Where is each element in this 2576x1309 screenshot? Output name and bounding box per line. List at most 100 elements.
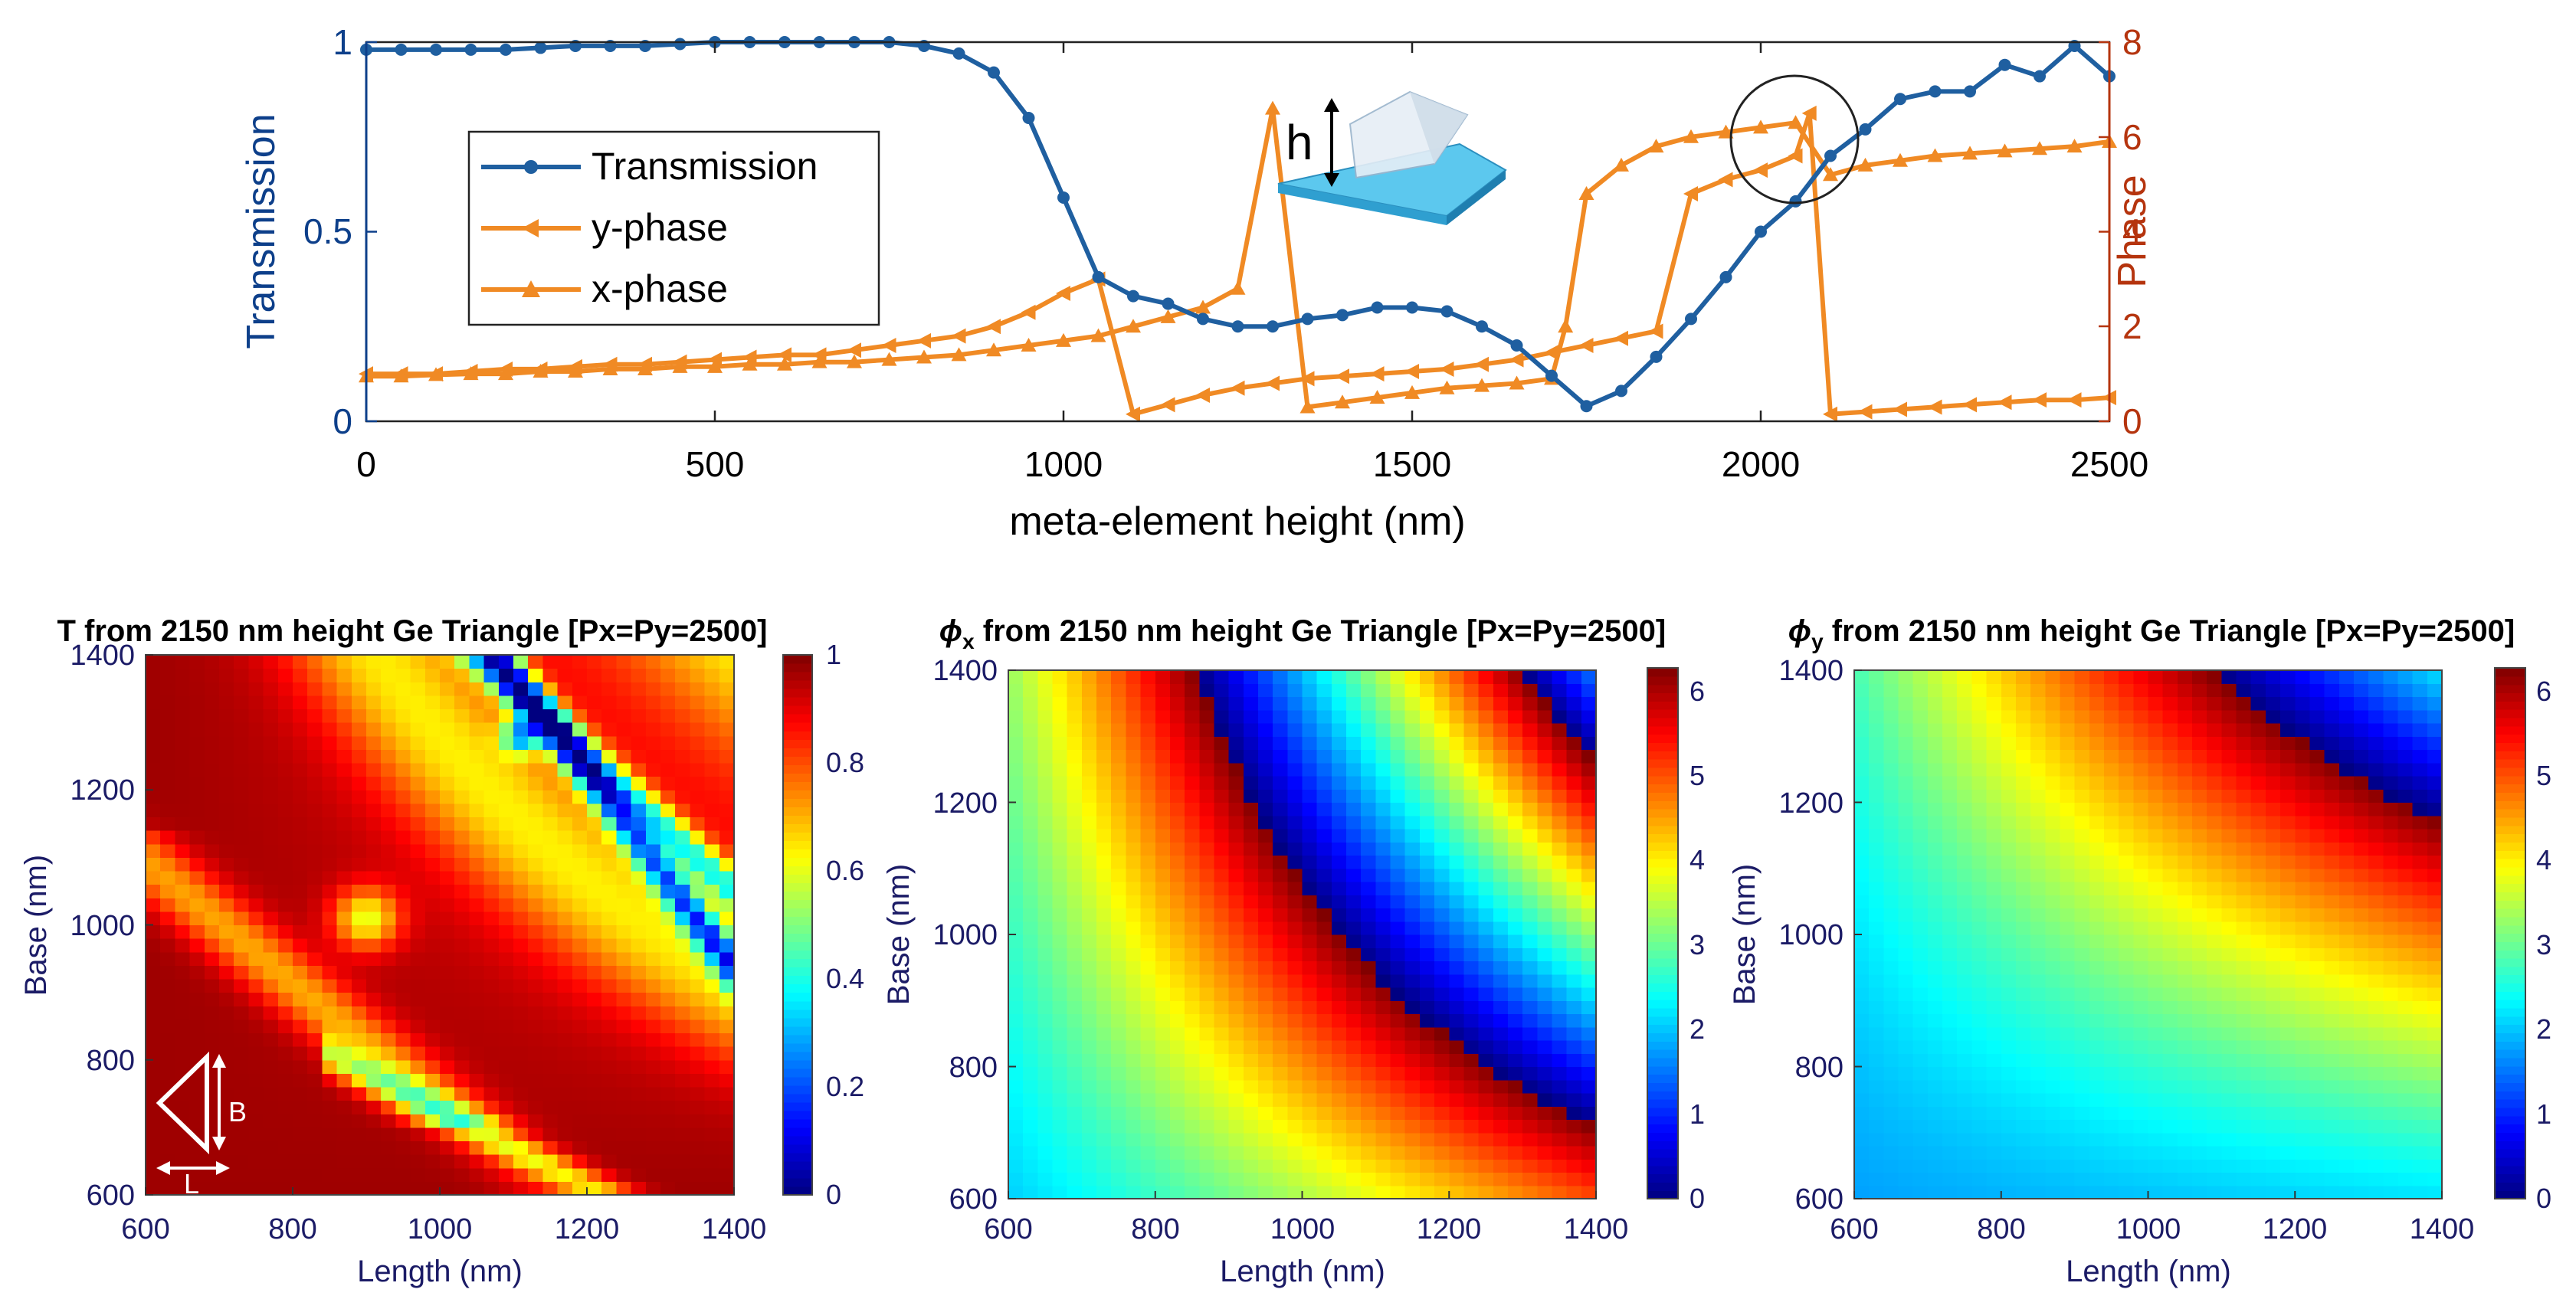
heatmap-cell [2133, 1093, 2149, 1107]
heatmap-cell [719, 1059, 735, 1074]
heatmap-cell [1037, 1119, 1054, 1134]
data-point [1335, 394, 1350, 409]
heatmap-cell [1434, 762, 1450, 777]
heatmap-cell [1037, 882, 1054, 895]
heatmap-cell [2133, 776, 2149, 790]
heatmap-cell [1023, 1000, 1038, 1015]
heatmap-cell [248, 1167, 264, 1182]
heatmap-cell [381, 790, 396, 804]
heatmap-cell [1361, 855, 1376, 869]
heatmap-cell [1361, 815, 1376, 830]
heatmap-cell [1214, 1026, 1230, 1041]
heatmap-cell [2089, 1053, 2105, 1068]
heatmap-cell [1971, 908, 1988, 922]
heatmap-cell [557, 979, 573, 993]
heatmap-cell [1185, 1066, 1200, 1081]
heatmap-cell [542, 1114, 559, 1128]
heatmap-cell [1199, 842, 1215, 856]
heatmap-cell [454, 722, 470, 737]
arrow-up-icon [1324, 98, 1339, 112]
heatmap-cell [1169, 960, 1185, 975]
heatmap-cell [410, 965, 426, 980]
heatmap-cell [1052, 855, 1068, 869]
heatmap-cell [454, 871, 470, 885]
heatmap-cell [2089, 1106, 2105, 1121]
heatmap-cell [1140, 1066, 1156, 1081]
heatmap-cell [1927, 1066, 1943, 1081]
heatmap-cell [2295, 1079, 2311, 1094]
heatmap-cell [1185, 1172, 1200, 1186]
heatmap-cell [1552, 670, 1568, 684]
heatmap-cell [2030, 868, 2046, 882]
heatmap-cell [1023, 1013, 1038, 1028]
heatmap-cell [410, 1114, 426, 1128]
heatmap-cell [1214, 1185, 1230, 1199]
heatmap-cell [483, 1019, 500, 1034]
x-tick-label: 1000 [1024, 444, 1103, 484]
heatmap-cell [189, 911, 205, 926]
heatmap-cell [2162, 1079, 2178, 1094]
heatmap-cell [1463, 882, 1480, 895]
heatmap-cell [2309, 1026, 2325, 1041]
heatmap-cell [2148, 960, 2164, 975]
heatmap-cell [1507, 829, 1523, 843]
heatmap-cell [2295, 1119, 2311, 1134]
colorbar-swatch [1647, 709, 1678, 718]
heatmap-cell [1566, 868, 1582, 882]
heatmap-cell [1257, 868, 1273, 882]
heatmap-cell [483, 1127, 500, 1142]
heatmap-cell [1854, 868, 1870, 882]
heatmap-cell [1507, 762, 1523, 777]
heatmap-cell [528, 857, 543, 872]
heatmap-cell [248, 749, 264, 764]
heatmap-cell [248, 871, 264, 885]
heatmap-cell [2207, 1000, 2222, 1015]
heatmap-cell [1023, 1079, 1038, 1094]
heatmap-cell [395, 1100, 411, 1114]
heatmap-cell [1199, 709, 1215, 724]
data-point [707, 358, 723, 373]
heatmap-cell [336, 1127, 352, 1142]
heatmap-cell [631, 911, 647, 926]
heatmap-cell [410, 695, 426, 710]
heatmap-cell [2060, 1185, 2076, 1199]
heatmap-cell [1375, 1185, 1391, 1199]
heatmap-cell [1986, 1172, 2002, 1186]
heatmap-cell [219, 898, 234, 912]
heatmap-cell [248, 1006, 264, 1020]
heatmap-cell [557, 763, 573, 777]
heatmap-cell [2177, 670, 2193, 684]
heatmap-cell [513, 938, 529, 953]
heatmap-cell [1228, 1185, 1244, 1199]
heatmap-cell [1316, 709, 1332, 724]
heatmap-cell [2119, 815, 2134, 830]
heatmap-cell [2162, 749, 2178, 764]
heatmap-cell [2250, 1040, 2266, 1054]
heatmap-cell [424, 938, 441, 953]
heatmap-cell [557, 790, 573, 804]
heatmap-cell [1957, 842, 1972, 856]
heatmap-cell [1081, 1146, 1097, 1160]
heatmap-cell [675, 1032, 690, 1047]
heatmap-cell [2045, 987, 2061, 1001]
heatmap-cell [1434, 723, 1450, 737]
heatmap-cell [1898, 683, 1914, 698]
heatmap-cell [528, 1006, 543, 1020]
heatmap-cell [542, 776, 559, 790]
heatmap-cell [1214, 829, 1230, 843]
heatmap-cell [1390, 670, 1406, 684]
heatmap-cell [1257, 762, 1273, 777]
heatmap-cell [1942, 1040, 1958, 1054]
heatmap-cell [160, 1181, 175, 1196]
heatmap-cell [1037, 934, 1054, 948]
heatmap-cell [1243, 882, 1259, 895]
heatmap-cell [1493, 789, 1509, 803]
heatmap-cell [1037, 723, 1054, 737]
heatmap-cell [307, 1181, 323, 1196]
heatmap-cell [675, 979, 690, 993]
heatmap-cell [2265, 789, 2281, 803]
heatmap-cell [690, 1032, 706, 1047]
data-point [951, 328, 966, 344]
heatmap-cell [1522, 934, 1538, 948]
heatmap-cell [277, 682, 293, 696]
